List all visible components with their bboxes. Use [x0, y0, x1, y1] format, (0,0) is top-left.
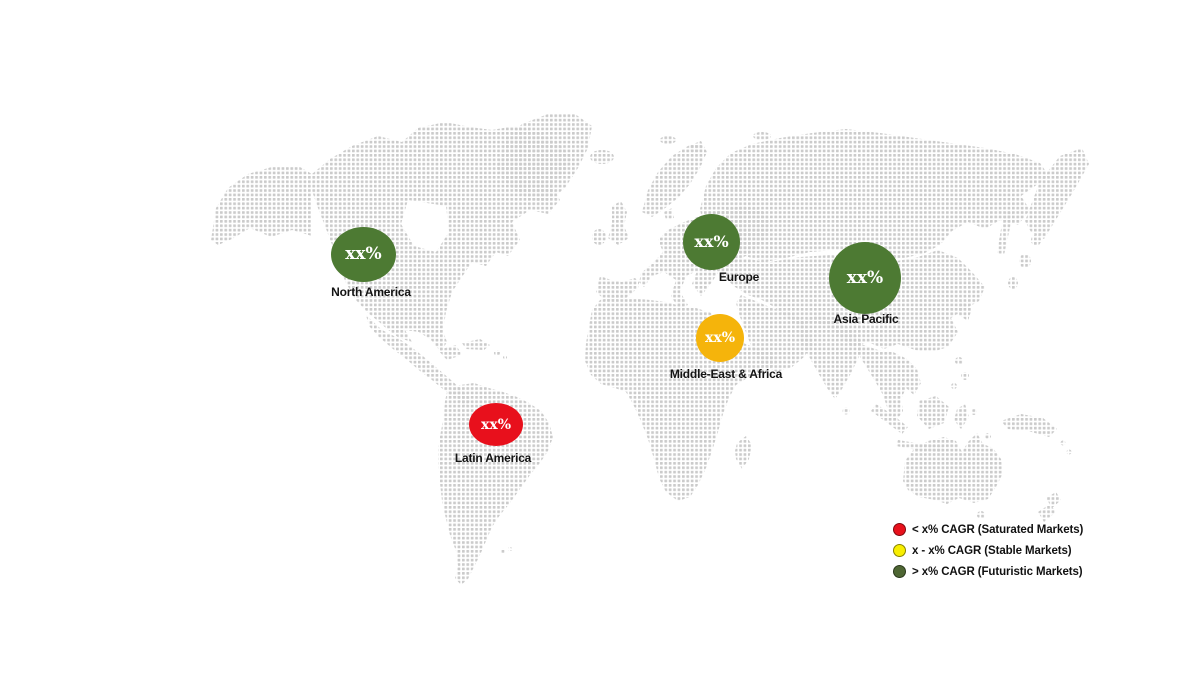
cagr-legend: < x% CAGR (Saturated Markets) x - x% CAG…	[893, 523, 1083, 586]
region-label-middle-east-africa: Middle-East & Africa	[669, 367, 783, 381]
region-bubble-asia-pacific: xx%	[829, 242, 901, 314]
region-bubble-latin-america: xx%	[469, 403, 523, 446]
legend-item-stable: x - x% CAGR (Stable Markets)	[893, 544, 1083, 557]
legend-item-futuristic: > x% CAGR (Futuristic Markets)	[893, 565, 1083, 578]
region-bubble-north-america: xx%	[331, 227, 396, 282]
region-label-europe: Europe	[718, 270, 760, 284]
region-value-europe: xx%	[694, 232, 729, 251]
region-value-middle-east-africa: xx%	[705, 330, 735, 346]
region-label-north-america: North America	[331, 285, 411, 299]
legend-label-futuristic: > x% CAGR (Futuristic Markets)	[912, 565, 1083, 578]
region-label-asia-pacific: Asia Pacific	[833, 312, 899, 326]
region-label-latin-america: Latin America	[454, 451, 532, 465]
legend-dot-red-icon	[893, 523, 906, 536]
region-value-north-america: xx%	[345, 244, 382, 264]
region-value-latin-america: xx%	[481, 416, 511, 433]
region-bubble-middle-east-africa: xx%	[696, 314, 744, 362]
region-bubble-europe: xx%	[683, 214, 740, 270]
continents	[211, 114, 1089, 585]
legend-dot-yellow-icon	[893, 544, 906, 557]
legend-label-stable: x - x% CAGR (Stable Markets)	[912, 544, 1072, 557]
legend-item-saturated: < x% CAGR (Saturated Markets)	[893, 523, 1083, 536]
legend-label-saturated: < x% CAGR (Saturated Markets)	[912, 523, 1084, 536]
legend-dot-green-icon	[893, 565, 906, 578]
region-value-asia-pacific: xx%	[846, 267, 884, 288]
